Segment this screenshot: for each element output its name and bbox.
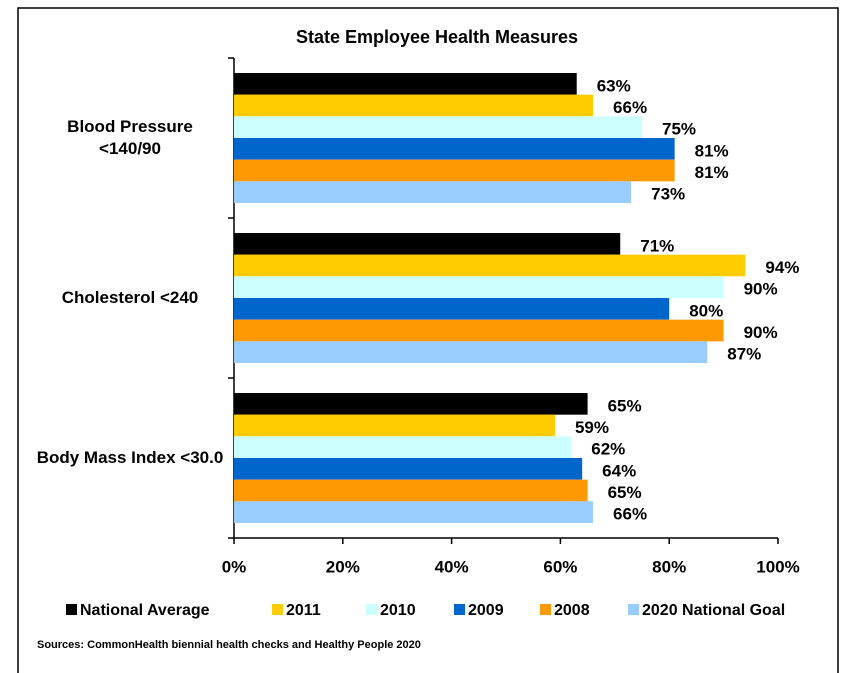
bar	[234, 159, 675, 182]
data-label: 63%	[597, 76, 631, 95]
bar	[234, 276, 724, 298]
source-note: Sources: CommonHealth biennial health ch…	[37, 639, 421, 651]
bar	[234, 414, 555, 437]
data-label: 71%	[640, 236, 674, 255]
x-tick-label: 20%	[326, 557, 360, 576]
bar	[234, 319, 724, 342]
data-label: 64%	[602, 461, 636, 480]
bar	[234, 479, 588, 502]
y-tick-label: Body Mass Index <30.0	[36, 448, 224, 467]
data-label: 87%	[727, 345, 761, 364]
legend-swatch	[366, 604, 377, 615]
x-tick-label: 0%	[222, 557, 247, 576]
legend-swatch	[66, 604, 77, 615]
data-label: 59%	[575, 418, 609, 437]
bar	[234, 298, 670, 320]
bar	[234, 73, 577, 95]
x-tick-label: 100%	[756, 557, 799, 576]
legend-label: 2011	[286, 602, 321, 619]
legend-label: National Average	[80, 602, 210, 619]
x-tick-label: 60%	[543, 557, 577, 576]
y-tick-label: Cholesterol <240	[61, 288, 199, 307]
bar	[234, 436, 572, 458]
data-label: 80%	[689, 301, 723, 320]
data-label: 66%	[613, 98, 647, 117]
legend-label: 2009	[468, 602, 504, 619]
x-tick-label: 80%	[652, 557, 686, 576]
data-label: 75%	[662, 120, 696, 139]
bar	[234, 181, 632, 203]
data-label: 81%	[695, 141, 729, 160]
y-tick-label: Blood Pressure <140/90	[67, 117, 193, 158]
bar	[234, 393, 588, 415]
bar	[234, 254, 746, 277]
data-label: 90%	[744, 323, 778, 342]
bar	[234, 233, 621, 255]
legend-label: 2010	[380, 602, 416, 619]
bar	[234, 341, 708, 363]
bar	[234, 116, 642, 138]
legend-swatch	[540, 604, 551, 615]
legend-swatch	[454, 604, 465, 615]
legend-swatch	[272, 604, 283, 615]
bar	[234, 138, 675, 160]
bar	[234, 458, 583, 480]
chart-title: State Employee Health Measures	[296, 27, 578, 47]
bar	[234, 94, 594, 117]
legend-swatch	[628, 604, 639, 615]
bar	[234, 501, 594, 523]
x-tick-label: 40%	[435, 557, 469, 576]
data-label: 73%	[651, 185, 685, 204]
data-label: 94%	[765, 258, 799, 277]
data-label: 66%	[613, 505, 647, 524]
data-label: 62%	[591, 440, 625, 459]
data-label: 90%	[744, 280, 778, 299]
data-label: 81%	[695, 163, 729, 182]
legend-label: 2008	[554, 602, 590, 619]
legend-label: 2020 National Goal	[642, 602, 785, 619]
chart-frame	[17, 7, 839, 673]
data-label: 65%	[608, 396, 642, 415]
data-label: 65%	[608, 483, 642, 502]
